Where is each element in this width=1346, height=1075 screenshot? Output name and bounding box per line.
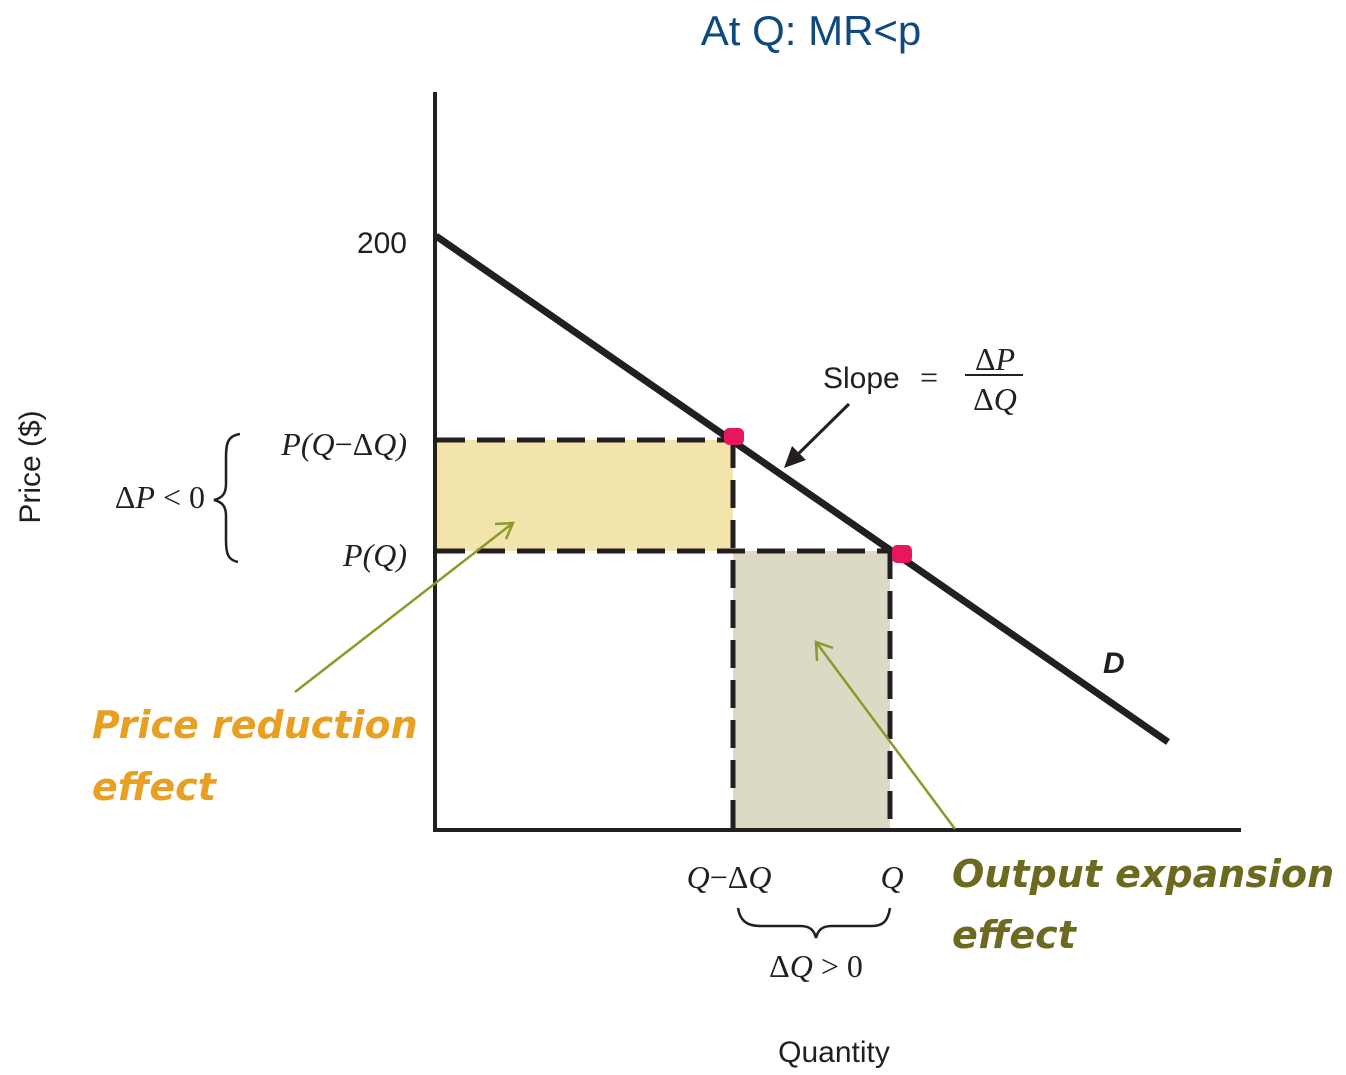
y-tick-p-q-minus-dq-minus: −Δ	[335, 426, 374, 462]
x-tick-q-minus-dq-q: Q	[687, 859, 710, 895]
slope-denominator: ΔQ	[973, 381, 1017, 417]
output-effect-label-line2: effect	[952, 913, 1078, 957]
y-tick-200: 200	[357, 227, 407, 260]
y-tick-p-q-close: )	[394, 537, 407, 573]
slope-num-delta: Δ	[975, 341, 996, 377]
x-tick-q: Q	[880, 859, 903, 895]
point-q-minus-dq	[724, 428, 744, 445]
price-effect-label-line1: Price reduction	[92, 703, 418, 747]
y-tick-p-q-minus-dq-q2: Q	[373, 426, 396, 462]
delta-p-label: ΔP < 0	[115, 479, 205, 515]
demand-label: D	[1103, 647, 1125, 680]
slope-num-p: P	[995, 341, 1016, 377]
y-tick-p-q-q: Q	[373, 537, 396, 573]
price-effect-pointer	[294, 522, 514, 693]
delta-q-delta: Δ	[769, 948, 790, 984]
y-tick-p-q-minus-dq-close: )	[394, 426, 407, 462]
slope-word: Slope	[823, 362, 900, 395]
price-effect-label-line2: effect	[92, 765, 218, 809]
dashed-guides	[437, 437, 902, 829]
delta-q-q: Q	[790, 948, 813, 984]
price-effect-arrowhead	[494, 521, 515, 540]
price-reduction-region	[437, 440, 733, 551]
slope-equals: =	[920, 359, 938, 395]
output-effect-label-line1: Output expansion	[952, 852, 1334, 896]
y-tick-p-q: P(Q)	[342, 537, 407, 573]
output-expansion-region	[733, 551, 890, 829]
slope-numerator: ΔP	[975, 341, 1015, 377]
x-tick-q-minus-dq: Q−ΔQ	[687, 859, 772, 895]
x-tick-q-minus-dq-q2: Q	[748, 859, 771, 895]
y-axis-label: Price ($)	[14, 410, 47, 523]
point-q	[892, 545, 912, 563]
x-axis-label: Quantity	[778, 1036, 890, 1069]
delta-p-p: P	[134, 479, 155, 515]
y-tick-p-q-minus-dq-p: P(	[280, 426, 314, 462]
delta-q-label: ΔQ > 0	[769, 948, 863, 984]
output-effect-arrowhead	[814, 640, 834, 662]
slope-den-delta: Δ	[973, 381, 994, 417]
x-tick-q-minus-dq-minus: −Δ	[710, 859, 749, 895]
y-tick-p-q-minus-dq: P(Q−ΔQ)	[280, 426, 407, 462]
delta-q-rest: > 0	[813, 948, 863, 984]
slope-den-q: Q	[994, 381, 1017, 417]
y-tick-p-q-p: P(	[342, 537, 376, 573]
chart-title: At Q: MR<p	[701, 7, 922, 54]
delta-q-brace	[736, 907, 892, 939]
delta-p-rest: < 0	[155, 479, 205, 515]
delta-p-brace	[213, 432, 241, 564]
slope-arrowhead	[784, 446, 806, 468]
slope-arrow	[788, 402, 851, 464]
y-tick-p-q-minus-dq-q: Q	[312, 426, 335, 462]
output-effect-pointer	[814, 641, 957, 830]
demand-curve	[434, 233, 1170, 745]
delta-p-delta: Δ	[115, 479, 136, 515]
